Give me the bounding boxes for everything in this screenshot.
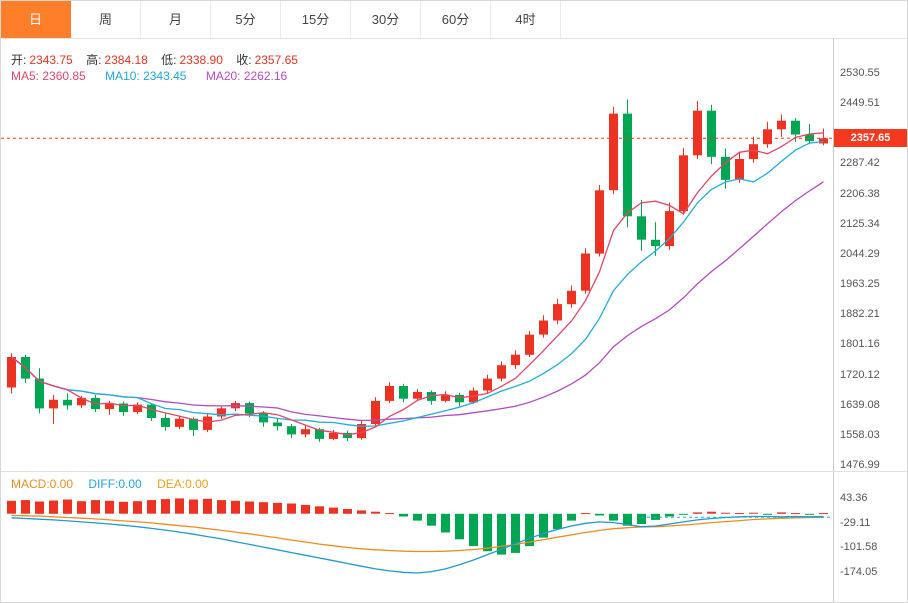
current-price-tag: 2357.65 <box>834 129 907 147</box>
candlestick-chart-canvas[interactable] <box>1 39 833 602</box>
low-label: 低: <box>161 53 177 67</box>
high-label: 高: <box>86 53 102 67</box>
price-axis-label: 2044.29 <box>840 247 880 260</box>
macd-value: MACD:0.00 <box>11 477 74 491</box>
close-value: 2357.65 <box>254 53 298 67</box>
tab-15min[interactable]: 15分 <box>281 1 351 38</box>
dea-value: DEA:0.00 <box>157 477 209 491</box>
open-value: 2343.75 <box>29 53 73 67</box>
close-label: 收: <box>236 53 252 67</box>
diff-value: DIFF:0.00 <box>88 477 142 491</box>
price-axis-label: 1882.21 <box>840 308 880 321</box>
chart-area: 开: 2343.75 高: 2384.18 低: 2338.90 收: 2357.65 … <box>1 39 907 602</box>
price-axis-label: 1801.16 <box>840 338 880 351</box>
macd-axis-label: 43.36 <box>840 492 868 504</box>
tab-week[interactable]: 周 <box>71 1 141 38</box>
high-value: 2384.18 <box>104 53 148 67</box>
price-axis-label: 1720.12 <box>840 368 880 381</box>
tab-day[interactable]: 日 <box>1 1 71 38</box>
ohlc-info: 开: 2343.75 高: 2384.18 低: 2338.90 收: 2357.65 <box>11 51 298 68</box>
price-axis-label: 1639.08 <box>840 398 880 411</box>
ma20-value: MA20: 2262.16 <box>205 69 288 83</box>
tab-4hour[interactable]: 4时 <box>491 1 561 38</box>
macd-axis-label: -29.11 <box>840 516 871 529</box>
timeframe-tabbar: 日 周 月 5分 15分 30分 60分 4时 <box>1 1 907 39</box>
price-axis-label: 1963.25 <box>840 278 880 291</box>
price-axis-label: 2449.51 <box>840 97 880 110</box>
macd-axis-label: -174.05 <box>840 566 878 578</box>
tab-month[interactable]: 月 <box>141 1 211 38</box>
price-axis-label: 1558.03 <box>840 428 880 441</box>
price-axis-label: 2530.55 <box>840 67 880 79</box>
axis-divider <box>833 39 834 602</box>
panel-divider <box>1 471 907 472</box>
ma10-value: MA10: 2343.45 <box>105 69 187 83</box>
tab-30min[interactable]: 30分 <box>351 1 421 38</box>
tab-5min[interactable]: 5分 <box>211 1 281 38</box>
price-axis-label: 2125.34 <box>840 217 880 230</box>
macd-axis-label: -101.58 <box>840 541 878 554</box>
tab-60min[interactable]: 60分 <box>421 1 491 38</box>
open-label: 开: <box>11 53 27 67</box>
price-axis-label: 1476.99 <box>840 459 880 471</box>
ma-info: MA5: 2360.85 MA10: 2343.45 MA20: 2262.16 <box>11 69 303 83</box>
low-value: 2338.90 <box>179 53 223 67</box>
price-axis-label: 2206.38 <box>840 187 880 200</box>
macd-info: MACD:0.00 DIFF:0.00 DEA:0.00 <box>11 477 220 491</box>
price-axis-label: 2287.42 <box>840 157 880 170</box>
ma5-value: MA5: 2360.85 <box>11 69 86 83</box>
